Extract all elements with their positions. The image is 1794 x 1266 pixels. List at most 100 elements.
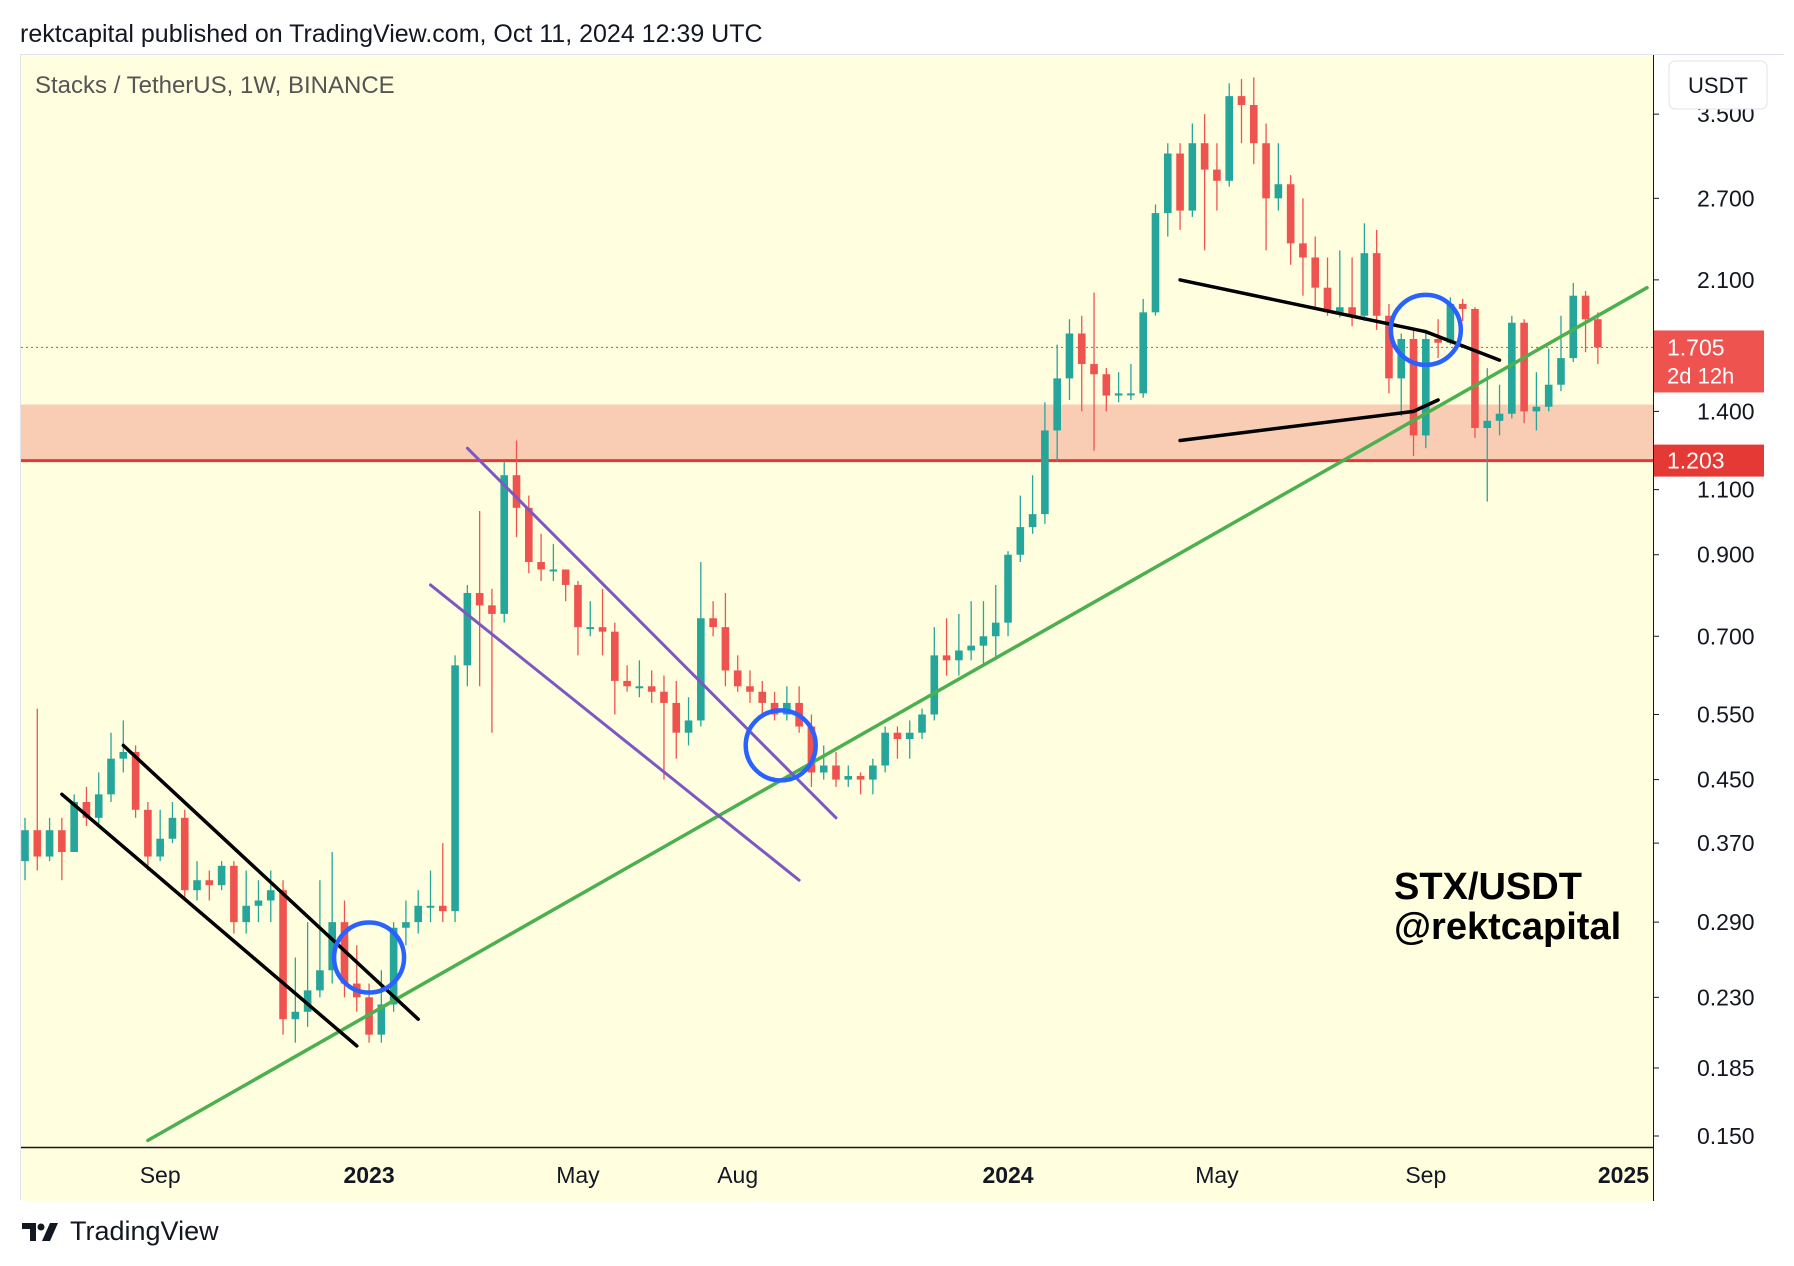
candle	[82, 786, 91, 827]
candle	[168, 801, 177, 844]
candle	[1065, 319, 1074, 401]
candle	[1225, 83, 1234, 187]
candle-body	[500, 475, 509, 614]
candle	[1237, 79, 1246, 144]
candle	[684, 697, 693, 746]
candle-body	[291, 1011, 300, 1020]
price-tick-label: 0.185	[1697, 1055, 1755, 1081]
candle	[1127, 364, 1135, 401]
candle	[1532, 372, 1541, 431]
candle-body	[1409, 339, 1418, 436]
candle	[1151, 204, 1160, 316]
candle	[107, 732, 115, 802]
candle-body	[131, 751, 140, 810]
chart-frame[interactable]: 3.500 2.700 2.100 1.400 1.100 0.900 0.700 0.550…	[20, 54, 1785, 1201]
candle	[1114, 372, 1123, 403]
candle	[217, 861, 226, 891]
candle-body	[893, 732, 902, 739]
candle-body	[1508, 322, 1516, 414]
price-axis-background[interactable]	[1654, 55, 1785, 1201]
candle	[1053, 344, 1061, 462]
triangle-lower-line	[1178, 398, 1440, 443]
candle-body	[242, 905, 250, 923]
candle	[1274, 143, 1283, 211]
candle-body	[119, 751, 128, 759]
candle	[1249, 77, 1258, 165]
candle-body	[463, 592, 472, 666]
candle-body	[1004, 554, 1012, 623]
time-tick-label: May	[1195, 1162, 1239, 1188]
candle-body	[451, 665, 459, 912]
price-tick-label: 2.700	[1697, 185, 1755, 211]
candle	[1458, 298, 1467, 321]
candle	[881, 726, 889, 773]
current-price-badge	[1654, 330, 1764, 393]
candle	[991, 584, 1000, 661]
candle-body	[205, 880, 214, 886]
time-axis-background[interactable]	[21, 1148, 1653, 1201]
price-tick-label: 0.550	[1697, 702, 1755, 728]
candle-body	[611, 631, 619, 681]
candle-body	[389, 927, 398, 1005]
candle	[1434, 319, 1442, 359]
candle	[488, 588, 496, 733]
candle-body	[1213, 169, 1221, 181]
candle-body	[279, 890, 287, 1020]
candle-body	[721, 627, 730, 671]
candle-body	[70, 801, 78, 852]
candle-body	[1114, 393, 1123, 396]
candle-body	[1520, 322, 1528, 412]
candle-body	[1028, 514, 1037, 528]
candle	[1176, 143, 1184, 230]
candle-body	[488, 605, 496, 614]
candle-body	[1188, 143, 1197, 211]
price-tick-label: 0.900	[1697, 542, 1755, 568]
chart-background	[21, 55, 1653, 1147]
tradingview-logo-icon[interactable]	[20, 1220, 60, 1244]
candle	[1323, 257, 1332, 316]
candle	[316, 880, 324, 998]
candle	[758, 680, 767, 715]
candle-body	[869, 765, 877, 780]
candle	[156, 809, 164, 862]
candle-body	[807, 726, 816, 773]
candle	[1569, 282, 1578, 363]
candle-body	[709, 618, 717, 628]
candle-body	[930, 655, 939, 715]
candle	[844, 765, 853, 787]
candle	[930, 627, 939, 721]
time-tick-label: Sep	[140, 1162, 181, 1188]
currency-button[interactable]	[1668, 60, 1768, 110]
candle	[623, 665, 631, 692]
candle-body	[1483, 420, 1492, 429]
publication-header: rektcapital published on TradingView.com…	[20, 20, 763, 48]
price-chart[interactable]: 3.5002.7002.1001.4001.1000.9000.7000.550…	[21, 55, 1785, 1201]
candle	[942, 618, 951, 676]
candle-body	[1458, 303, 1467, 309]
purple-channel-lower	[429, 583, 801, 882]
candle	[574, 581, 582, 656]
candle-body	[1335, 307, 1344, 313]
candle	[1409, 329, 1418, 457]
support-price-badge	[1654, 444, 1764, 477]
candle-body	[303, 990, 312, 1012]
candle-body	[156, 838, 164, 857]
candle-body	[58, 830, 66, 852]
time-tick-label: May	[556, 1162, 600, 1188]
candle	[869, 758, 877, 795]
price-tick-label: 1.100	[1697, 477, 1755, 503]
breakout-circle	[331, 920, 407, 995]
candle	[647, 670, 656, 703]
candle	[1262, 123, 1270, 251]
candle	[1471, 307, 1479, 438]
time-tick-label: Sep	[1405, 1162, 1446, 1188]
candle-body	[537, 562, 545, 570]
footer-brand[interactable]: TradingView	[70, 1216, 219, 1246]
candle	[1004, 551, 1012, 637]
candle-body	[1139, 312, 1148, 394]
candle-body	[549, 569, 558, 572]
candle-body	[1323, 287, 1332, 313]
candle-body	[1471, 308, 1479, 429]
candle	[303, 922, 312, 1027]
footer: TradingView	[20, 1216, 219, 1247]
